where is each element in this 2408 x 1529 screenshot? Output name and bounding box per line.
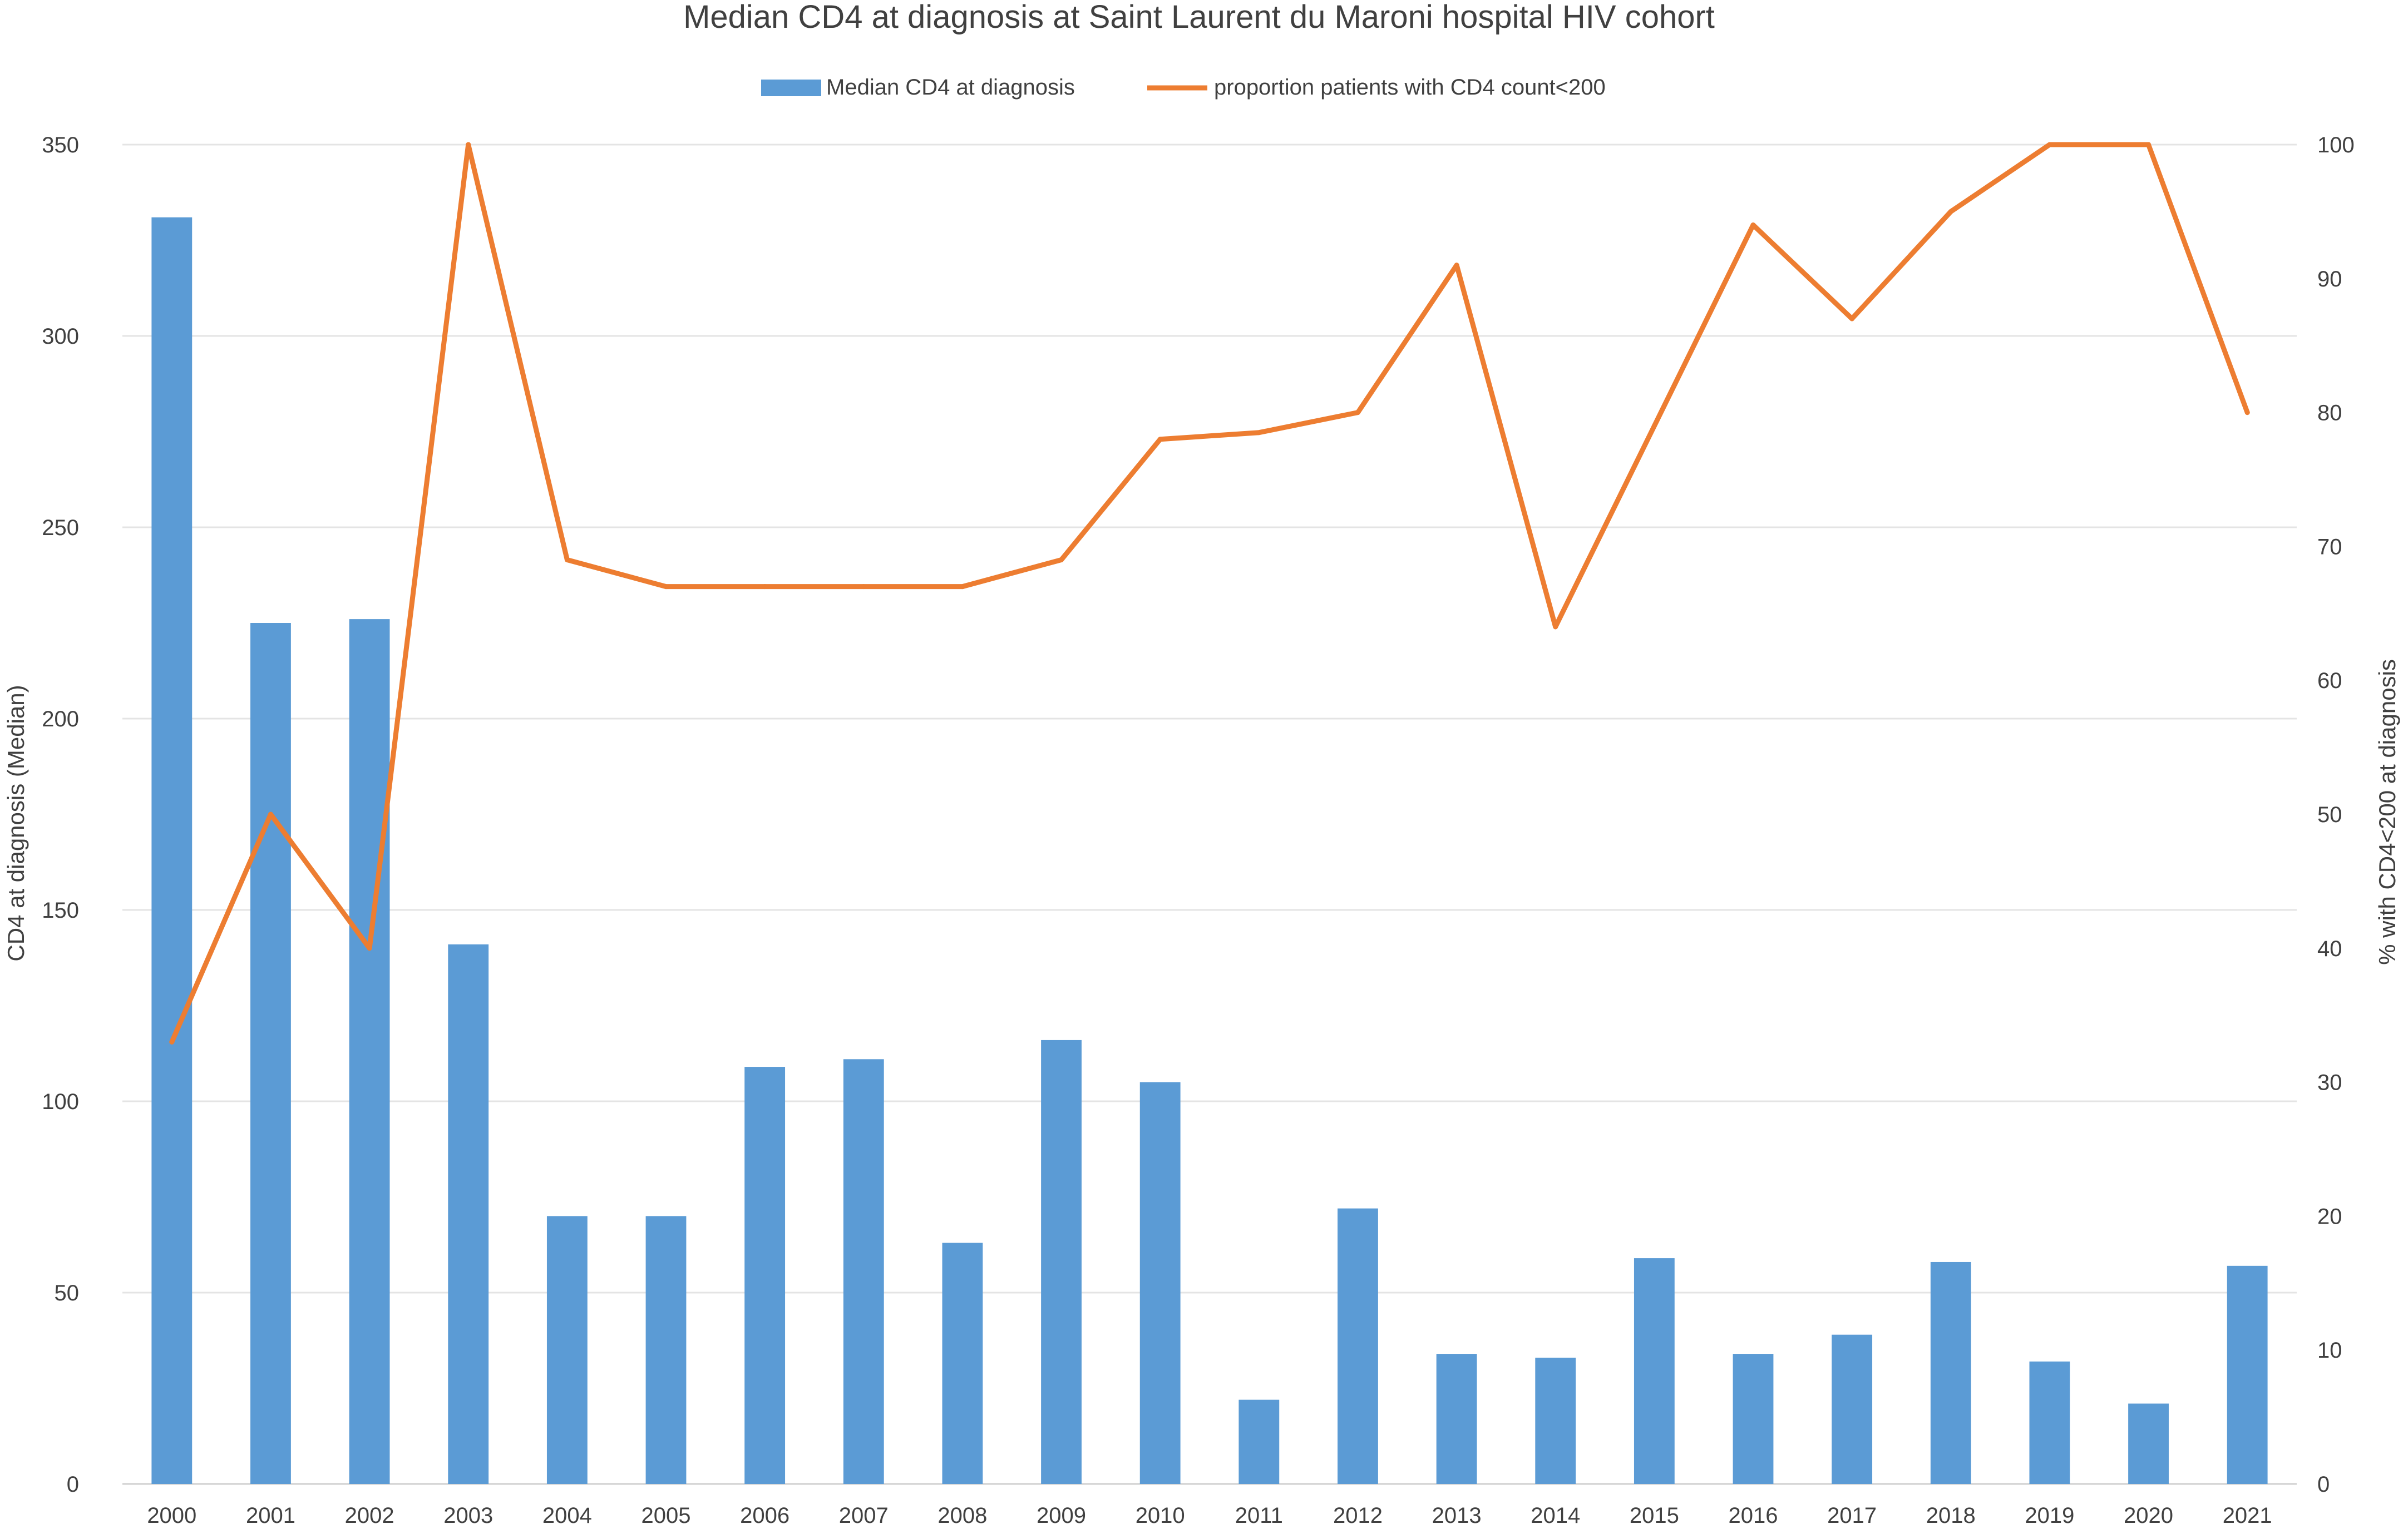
line-point <box>1059 557 1064 562</box>
line-point <box>268 811 273 817</box>
x-tick-label: 2007 <box>839 1503 889 1528</box>
bar <box>349 619 390 1484</box>
bar <box>1338 1208 1378 1484</box>
right-tick-label: 40 <box>2317 937 2342 961</box>
bar <box>1535 1357 1576 1484</box>
x-tick-label: 2003 <box>443 1503 493 1528</box>
line-point <box>1948 209 1953 214</box>
line-point <box>1651 423 1657 429</box>
left-tick-label: 200 <box>42 707 79 731</box>
bar <box>1832 1334 1873 1484</box>
left-axis-ticks: 0 50 100 150 200 250 300 350 <box>42 133 79 1497</box>
series-line <box>169 142 2250 1045</box>
line-point <box>367 946 372 951</box>
legend-label-line: proportion patients with CD4 count<200 <box>1214 75 1606 100</box>
left-tick-label: 0 <box>67 1472 79 1497</box>
right-tick-label: 20 <box>2317 1204 2342 1229</box>
line-point <box>2244 410 2250 415</box>
right-tick-label: 30 <box>2317 1071 2342 1095</box>
line-point <box>466 142 471 147</box>
line-point <box>1553 624 1558 630</box>
line-point <box>1849 316 1855 321</box>
left-tick-label: 300 <box>42 324 79 349</box>
x-tick-label: 2013 <box>1432 1503 1482 1528</box>
line-point <box>564 557 570 562</box>
legend: Median CD4 at diagnosis proportion patie… <box>761 75 1606 100</box>
bar <box>151 217 193 1485</box>
bar <box>1436 1354 1477 1484</box>
x-tick-label: 2009 <box>1037 1503 1086 1528</box>
line-point <box>861 584 866 590</box>
left-tick-label: 250 <box>42 516 79 540</box>
bar <box>448 944 489 1484</box>
right-axis-ticks: 0 10 20 30 40 50 60 70 80 90 100 <box>2317 133 2355 1497</box>
bar <box>645 1216 687 1484</box>
line-point <box>663 584 669 590</box>
bar <box>1733 1354 1774 1484</box>
x-tick-label: 2017 <box>1827 1503 1877 1528</box>
left-tick-label: 150 <box>42 898 79 923</box>
line-point <box>2047 142 2052 147</box>
legend-label-bars: Median CD4 at diagnosis <box>826 75 1075 100</box>
x-tick-label: 2018 <box>1926 1503 1976 1528</box>
x-tick-label: 2016 <box>1729 1503 1778 1528</box>
x-tick-label: 2000 <box>147 1503 196 1528</box>
right-axis-title: % with CD4<200 at diagnosis <box>2374 659 2400 965</box>
x-tick-label: 2010 <box>1136 1503 1185 1528</box>
bar <box>843 1059 884 1484</box>
line-point <box>762 584 768 590</box>
left-axis-title: CD4 at diagnosis (Median) <box>3 685 29 961</box>
bar <box>1634 1258 1675 1484</box>
x-tick-label: 2008 <box>937 1503 987 1528</box>
left-tick-label: 350 <box>42 133 79 157</box>
bar <box>546 1216 588 1484</box>
bar <box>942 1243 983 1484</box>
bar <box>2128 1403 2169 1484</box>
right-tick-label: 50 <box>2317 803 2342 827</box>
line-point <box>2146 142 2152 147</box>
x-tick-label: 2006 <box>740 1503 789 1528</box>
line-point <box>1750 222 1756 227</box>
chart-title: Median CD4 at diagnosis at Saint Laurent… <box>683 0 1715 35</box>
x-tick-label: 2012 <box>1333 1503 1383 1528</box>
x-tick-label: 2019 <box>2025 1503 2074 1528</box>
bar <box>1041 1040 1082 1484</box>
x-tick-label: 2014 <box>1531 1503 1580 1528</box>
x-tick-label: 2020 <box>2124 1503 2173 1528</box>
line-point <box>1355 410 1360 415</box>
x-tick-label: 2002 <box>345 1503 394 1528</box>
line-point <box>169 1039 175 1045</box>
line-series <box>169 142 2250 1045</box>
legend-swatch-bars <box>761 80 821 96</box>
right-tick-label: 90 <box>2317 267 2342 291</box>
bar <box>1930 1261 1971 1484</box>
x-tick-label: 2004 <box>542 1503 592 1528</box>
right-tick-label: 10 <box>2317 1338 2342 1363</box>
x-axis-ticks: 2000 2001 2002 2003 2004 2005 2006 2007 2008 2009… <box>147 1503 2272 1528</box>
line-point <box>960 584 965 590</box>
right-tick-label: 60 <box>2317 669 2342 693</box>
line-point <box>1256 430 1262 436</box>
bar-series <box>151 217 2268 1485</box>
x-tick-label: 2021 <box>2223 1503 2272 1528</box>
bar <box>2227 1265 2268 1484</box>
right-tick-label: 70 <box>2317 535 2342 559</box>
line-point <box>1157 437 1163 442</box>
bar <box>1139 1082 1181 1484</box>
left-tick-label: 50 <box>55 1281 80 1305</box>
left-tick-label: 100 <box>42 1090 79 1114</box>
bar <box>2029 1361 2070 1484</box>
x-tick-label: 2015 <box>1630 1503 1679 1528</box>
x-tick-label: 2011 <box>1235 1503 1283 1528</box>
right-tick-label: 100 <box>2317 133 2355 157</box>
line-point <box>1454 263 1459 268</box>
x-tick-label: 2001 <box>246 1503 295 1528</box>
bar <box>250 623 291 1484</box>
x-tick-label: 2005 <box>642 1503 691 1528</box>
right-tick-label: 0 <box>2317 1472 2330 1497</box>
bar <box>744 1067 786 1484</box>
right-tick-label: 80 <box>2317 401 2342 425</box>
bar <box>1238 1399 1280 1484</box>
